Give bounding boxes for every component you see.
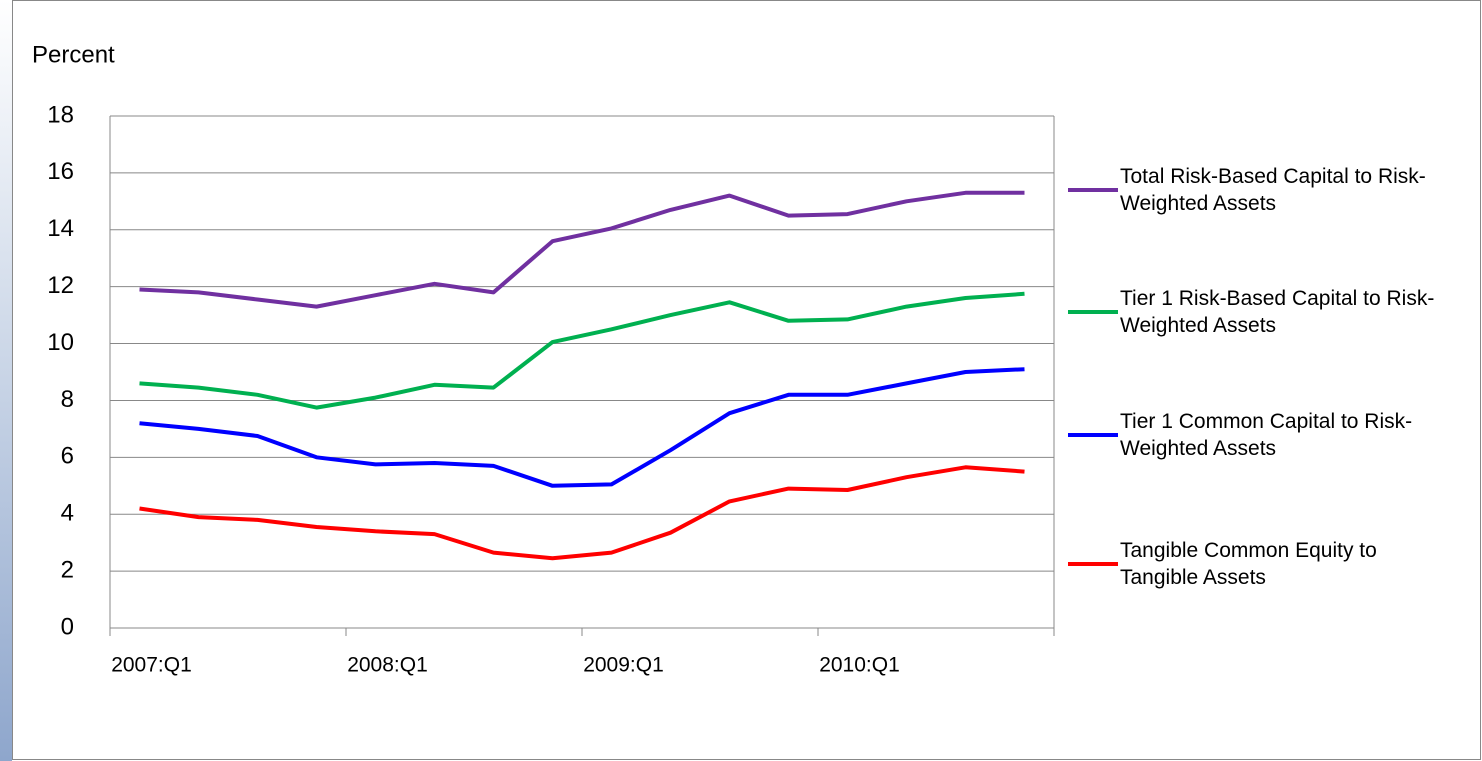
y-tick-label: 8 [61,386,74,413]
y-tick-label: 0 [61,613,74,640]
legend-label: Tier 1 Risk-Based Capital to Risk-Weight… [1120,287,1435,337]
legend-label: Tier 1 Common Capital to Risk-Weighted A… [1120,410,1413,460]
chart-frame [12,0,1481,760]
y-tick-label: 14 [47,215,74,242]
x-tick-label: 2007:Q1 [111,654,192,677]
x-tick-label: 2008:Q1 [347,654,428,677]
y-tick-label: 10 [47,329,74,356]
x-tick-label: 2010:Q1 [819,654,900,677]
series-line [139,190,1025,309]
y-tick-label: 12 [47,272,74,299]
legend-label: Tangible Common Equity to Tangible Asset… [1120,539,1377,589]
series-line [139,367,1025,488]
series-line [139,465,1025,561]
series-line [139,291,1025,410]
x-tick-label: 2009:Q1 [583,654,664,677]
y-tick-label: 4 [61,500,74,527]
y-tick-label: 6 [61,443,74,470]
y-axis-label: Percent [32,41,115,68]
legend-label: Total Risk-Based Capital to Risk-Weighte… [1120,165,1426,215]
edge-strip [0,0,12,761]
y-tick-label: 2 [61,556,74,583]
y-tick-label: 18 [47,101,74,128]
y-tick-label: 16 [47,158,74,185]
